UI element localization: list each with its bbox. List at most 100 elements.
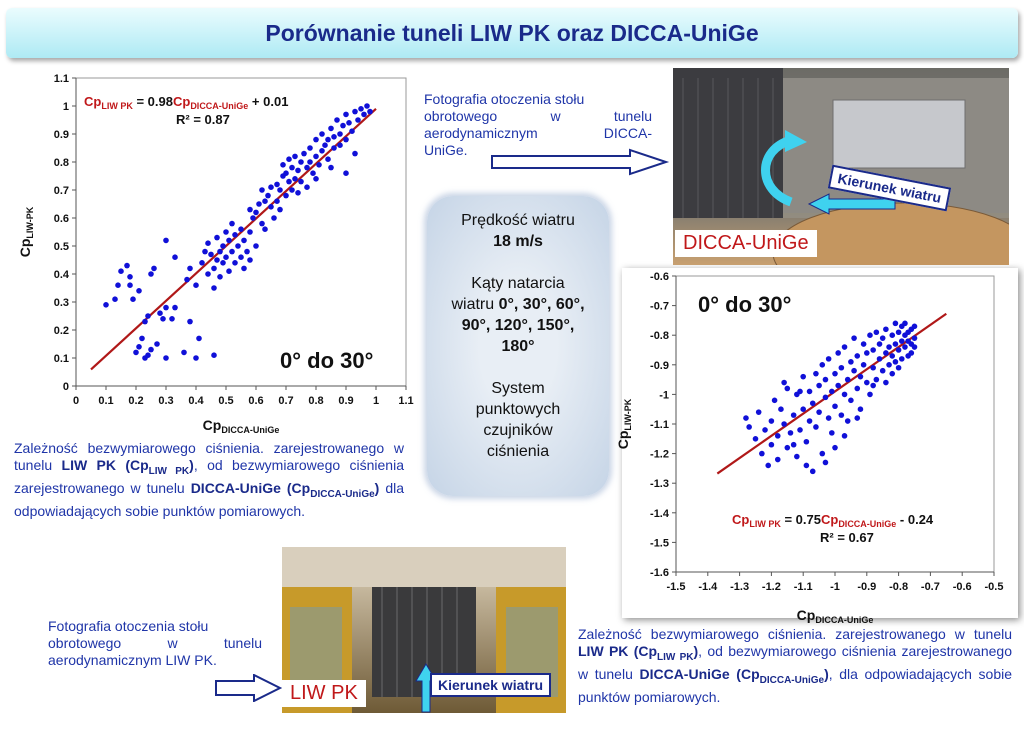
data-point — [787, 430, 794, 436]
data-point — [870, 364, 876, 371]
data-point — [283, 192, 289, 199]
y-tick-label: 0.4 — [54, 269, 70, 281]
para1-bold-liw: LIW PK (Cp — [61, 457, 149, 473]
data-point — [873, 376, 880, 383]
photo-dicca-unige-tunnel: Kierunek wiatru DICCA-UniGe — [673, 68, 1009, 265]
data-point — [319, 131, 325, 137]
data-point — [235, 243, 241, 249]
data-point — [809, 400, 816, 407]
x-tick-label: 0.7 — [278, 395, 293, 407]
data-point — [803, 462, 810, 469]
data-point — [838, 364, 845, 371]
photo1-tag: DICCA-UniGe — [675, 230, 817, 257]
angles-value-1: 0°, 30°, 60°, — [498, 296, 585, 313]
data-point — [226, 268, 232, 274]
data-point — [892, 341, 899, 347]
data-point — [124, 262, 130, 269]
data-point — [860, 362, 867, 368]
data-point — [151, 265, 157, 272]
x-tick-label: -1.3 — [730, 581, 749, 593]
y-tick-label: 0.6 — [54, 213, 69, 225]
data-point — [145, 313, 151, 319]
data-point — [778, 406, 784, 412]
data-point — [331, 134, 337, 140]
data-point — [844, 418, 851, 424]
data-point — [310, 170, 316, 176]
data-point — [145, 352, 151, 359]
description-right: Zależność bezwymiarowego ciśnienia. zare… — [578, 626, 1012, 706]
data-point — [343, 111, 349, 118]
y-tick-label: 0 — [63, 381, 69, 393]
data-point — [259, 187, 265, 193]
data-point — [211, 352, 217, 359]
para1-text-a: Zależność bezwymiarowego ciśnienia. zare… — [14, 440, 404, 473]
y-tick-label: -1.6 — [650, 567, 669, 579]
wind-arrow-left-icon — [807, 193, 896, 215]
data-point — [822, 459, 829, 466]
angles-line-1: wiatru 0°, 30°, 60°, — [427, 294, 609, 315]
x-tick-label: -0.5 — [985, 581, 1004, 593]
x-axis-label: CpDICCA-UniGe — [797, 607, 874, 625]
y-tick-label: -0.8 — [650, 330, 669, 342]
data-point — [879, 367, 886, 374]
para1-bold-dicca: DICCA-UniGe (Cp — [190, 479, 311, 496]
x-tick-label: -0.7 — [921, 581, 940, 593]
data-point — [220, 260, 226, 266]
data-point — [262, 226, 268, 232]
data-point — [813, 370, 819, 377]
plot-area — [675, 275, 995, 573]
data-point — [280, 162, 286, 168]
x-tick-label: 0.1 — [98, 395, 113, 407]
data-point — [205, 271, 211, 277]
data-point — [784, 385, 791, 392]
data-point — [902, 320, 908, 327]
system-line-3: czujników — [483, 422, 553, 439]
data-point — [358, 106, 364, 112]
data-point — [364, 103, 370, 109]
data-point — [841, 391, 848, 398]
data-point — [800, 406, 806, 412]
data-point — [253, 209, 259, 216]
data-point — [286, 178, 292, 185]
angles-value-3: 180° — [501, 338, 535, 355]
data-point — [256, 201, 262, 207]
data-point — [214, 257, 220, 263]
data-point — [854, 385, 861, 392]
photo2-caption: Fotografia otoczenia stołu obrotowego w … — [48, 618, 262, 669]
data-point — [304, 184, 310, 190]
photo2-tag: LIW PK — [282, 680, 366, 707]
data-point — [139, 335, 145, 342]
x-tick-label: -1.4 — [698, 581, 718, 593]
data-point — [274, 198, 280, 204]
data-point — [307, 159, 313, 165]
y-axis-label: CpLIW-PK — [615, 398, 633, 449]
data-point — [226, 237, 232, 244]
data-point — [867, 391, 873, 398]
data-point — [876, 341, 883, 347]
data-point — [253, 243, 259, 249]
data-point — [886, 344, 892, 350]
arrow-right-icon — [491, 148, 670, 176]
x-tick-label: 0.2 — [128, 395, 143, 407]
data-point — [295, 167, 301, 174]
data-point — [816, 382, 822, 389]
x-tick-label: -1.5 — [667, 581, 686, 593]
data-point — [781, 379, 787, 386]
photo1-caption-line: aerodynamicznym DICCA- — [424, 125, 652, 141]
data-point — [774, 456, 781, 463]
angle-range-label: 0° do 30° — [698, 292, 791, 317]
system-line-4: ciśnienia — [486, 443, 550, 460]
x-tick-label: -0.8 — [889, 581, 908, 593]
data-point — [813, 424, 819, 430]
rotation-arrow-icon — [761, 130, 807, 207]
data-point — [352, 108, 358, 115]
para1-text-c: , od bezwymiarowego ciśnienia zarejestro… — [14, 457, 404, 496]
x-tick-label: -0.9 — [857, 581, 876, 593]
data-point — [832, 444, 838, 451]
data-point — [898, 338, 905, 344]
data-point — [325, 136, 331, 143]
data-point — [822, 376, 829, 383]
data-point — [313, 153, 319, 160]
y-tick-label: -0.9 — [650, 360, 669, 372]
x-tick-label: 0 — [73, 395, 79, 407]
